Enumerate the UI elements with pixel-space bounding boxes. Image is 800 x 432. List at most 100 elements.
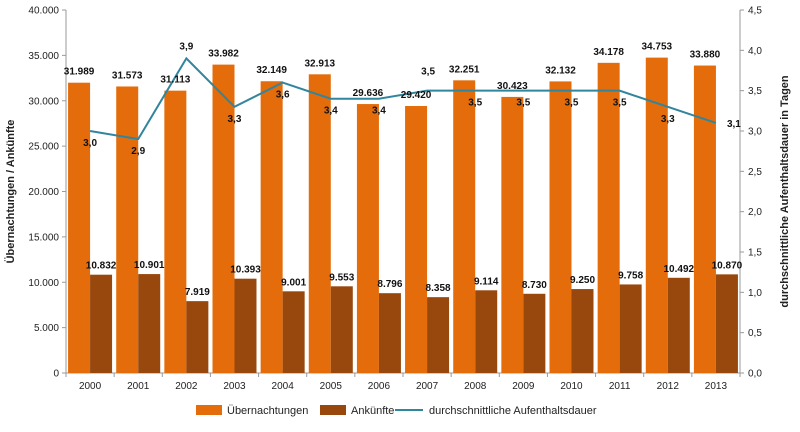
- x-tick-label: 2001: [127, 381, 150, 392]
- bar-ankuenfte: [715, 274, 738, 373]
- legend-label-ankuenfte: Ankünfte: [351, 405, 394, 417]
- data-label-uebernachtungen: 31.113: [160, 75, 190, 86]
- data-label-aufenthaltsdauer: 3,5: [516, 98, 530, 109]
- bar-uebernachtungen: [260, 81, 283, 373]
- bar-ankuenfte: [667, 277, 690, 373]
- data-label-aufenthaltsdauer: 3,5: [613, 98, 627, 109]
- legend-label-aufenthaltsdauer: durchschnittliche Aufenthaltsdauer: [429, 405, 597, 417]
- data-label-ankuenfte: 9.758: [618, 270, 643, 281]
- data-label-ankuenfte: 10.492: [663, 264, 694, 275]
- data-label-uebernachtungen: 31.573: [112, 70, 143, 81]
- left-tick-label: 5.000: [34, 323, 59, 334]
- data-label-uebernachtungen: 32.913: [304, 58, 335, 69]
- data-label-uebernachtungen: 32.251: [449, 64, 480, 75]
- right-tick-label: 0,5: [748, 328, 762, 339]
- bar-uebernachtungen: [116, 86, 139, 373]
- data-label-uebernachtungen: 34.178: [593, 47, 624, 58]
- x-tick-label: 2006: [368, 381, 391, 392]
- right-tick-label: 4,0: [748, 46, 762, 57]
- right-tick-label: 3,5: [748, 86, 762, 97]
- bar-ankuenfte: [330, 286, 353, 373]
- y-axis-right-title: durchschnittliche Aufenthaltsdauer in Ta…: [779, 75, 791, 308]
- right-tick-label: 4,5: [748, 6, 762, 17]
- data-label-aufenthaltsdauer: 3,4: [324, 106, 338, 117]
- right-tick-label: 2,5: [748, 167, 762, 178]
- data-label-aufenthaltsdauer: 3,0: [83, 138, 97, 149]
- left-tick-label: 25.000: [28, 142, 59, 153]
- bar-uebernachtungen: [405, 106, 428, 374]
- legend-label-uebernachtungen: Übernachtungen: [227, 405, 308, 417]
- data-label-uebernachtungen: 34.753: [641, 42, 672, 53]
- bar-ankuenfte: [475, 290, 498, 373]
- left-tick-label: 10.000: [28, 278, 59, 289]
- left-tick-label: 0: [53, 369, 59, 380]
- data-label-aufenthaltsdauer: 3,1: [727, 119, 741, 130]
- right-tick-label: 0,0: [748, 369, 762, 380]
- bar-ankuenfte: [90, 274, 113, 373]
- data-label-ankuenfte: 9.553: [329, 272, 354, 283]
- x-tick-label: 2013: [705, 381, 728, 392]
- bar-uebernachtungen: [68, 82, 91, 373]
- data-label-ankuenfte: 7.919: [185, 287, 210, 298]
- legend-swatch-uebernachtungen: [196, 405, 222, 415]
- bar-uebernachtungen: [453, 80, 476, 373]
- x-tick-label: 2000: [79, 381, 102, 392]
- x-tick-label: 2005: [320, 381, 343, 392]
- left-tick-label: 20.000: [28, 187, 59, 198]
- bar-ankuenfte: [282, 291, 305, 373]
- x-tick-label: 2007: [416, 381, 439, 392]
- data-label-aufenthaltsdauer: 3,5: [565, 98, 579, 109]
- y-axis-title: Übernachtungen / Ankünfte: [4, 120, 17, 264]
- data-label-ankuenfte: 10.393: [230, 265, 261, 276]
- left-tick-label: 35.000: [28, 51, 59, 62]
- data-label-uebernachtungen: 31.989: [64, 67, 95, 78]
- x-tick-label: 2009: [512, 381, 535, 392]
- right-tick-label: 3,0: [748, 127, 762, 138]
- bar-uebernachtungen: [356, 104, 379, 374]
- bar-ankuenfte: [378, 293, 401, 373]
- data-label-aufenthaltsdauer: 3,3: [228, 114, 242, 125]
- data-label-aufenthaltsdauer: 3,4: [372, 106, 386, 117]
- data-label-uebernachtungen: 33.880: [690, 50, 721, 61]
- data-label-uebernachtungen: 32.132: [545, 65, 576, 76]
- x-tick-label: 2010: [560, 381, 583, 392]
- left-tick-label: 30.000: [28, 96, 59, 107]
- data-label-uebernachtungen: 29.420: [401, 90, 432, 101]
- bar-ankuenfte: [138, 274, 161, 373]
- right-tick-label: 1,5: [748, 248, 762, 259]
- left-tick-label: 40.000: [28, 6, 59, 17]
- bar-ankuenfte: [571, 289, 594, 373]
- x-tick-label: 2003: [223, 381, 246, 392]
- bar-uebernachtungen: [693, 65, 716, 373]
- data-label-aufenthaltsdauer: 3,3: [661, 114, 675, 125]
- data-label-uebernachtungen: 33.982: [208, 49, 239, 60]
- bar-uebernachtungen: [597, 62, 620, 373]
- data-label-uebernachtungen: 32.149: [256, 65, 287, 76]
- data-label-uebernachtungen: 30.423: [497, 81, 528, 92]
- bar-uebernachtungen: [645, 57, 668, 374]
- line-aufenthaltsdauer: [89, 56, 717, 141]
- x-tick-label: 2012: [657, 381, 680, 392]
- bar-uebernachtungen: [164, 90, 187, 373]
- data-label-aufenthaltsdauer: 3,5: [468, 98, 482, 109]
- data-label-aufenthaltsdauer: 3,5: [421, 67, 435, 78]
- data-label-ankuenfte: 9.250: [570, 275, 595, 286]
- bar-uebernachtungen: [308, 74, 331, 374]
- bar-uebernachtungen: [549, 81, 572, 373]
- right-tick-label: 1,0: [748, 288, 762, 299]
- legend-swatch-ankuenfte: [320, 405, 346, 415]
- data-label-ankuenfte: 8.730: [522, 280, 547, 291]
- data-label-aufenthaltsdauer: 2,9: [131, 146, 145, 157]
- data-label-ankuenfte: 8.796: [377, 279, 402, 290]
- x-tick-label: 2008: [464, 381, 487, 392]
- bar-ankuenfte: [427, 297, 450, 373]
- left-tick-label: 15.000: [28, 232, 59, 243]
- x-tick-label: 2011: [609, 381, 631, 392]
- data-label-ankuenfte: 10.901: [134, 260, 165, 271]
- data-label-ankuenfte: 10.870: [712, 260, 743, 271]
- data-label-ankuenfte: 8.358: [426, 283, 451, 294]
- data-label-aufenthaltsdauer: 3,6: [276, 90, 290, 101]
- data-label-aufenthaltsdauer: 3,9: [179, 41, 193, 52]
- bar-ankuenfte: [523, 293, 546, 373]
